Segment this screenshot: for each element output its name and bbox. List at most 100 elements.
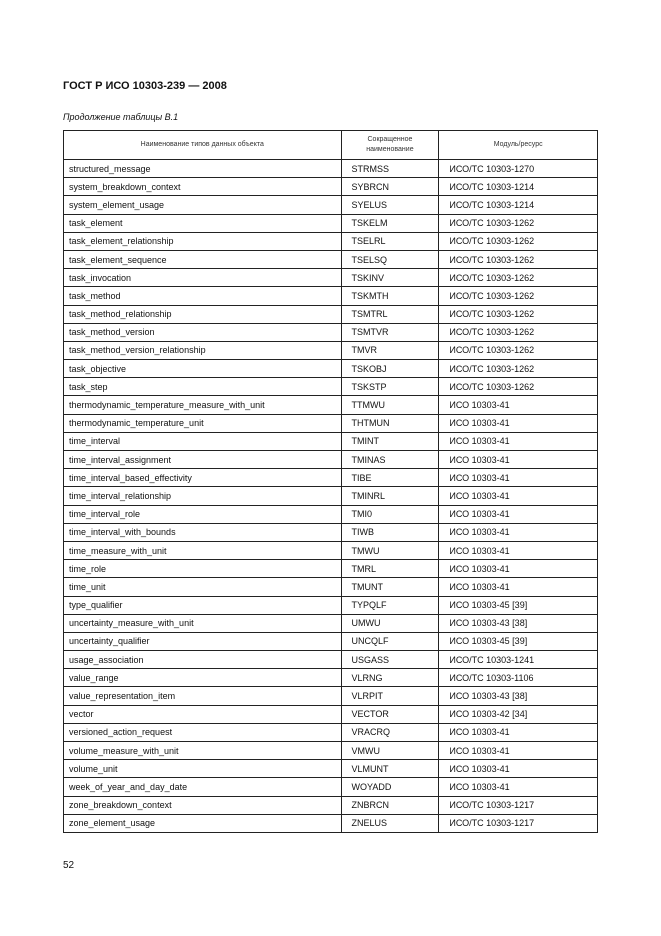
abbreviation-cell: STRMSS — [340, 158, 440, 179]
module-cell: ИСО/ТС 10303-1262 — [438, 340, 598, 361]
module-cell: ИСО/ТС 10303-1262 — [438, 377, 598, 397]
module-cell: ИСО 10303-41 — [438, 759, 598, 779]
abbreviation-cell: TMUNT — [340, 577, 440, 597]
abbreviation-cell: VRACRQ — [340, 722, 440, 743]
entity-name-cell: time_interval_relationship — [63, 486, 342, 506]
abbreviation-cell: WOYADD — [340, 777, 440, 797]
table-row: vector VECTOR ИСО 10303-42 [34] — [63, 704, 598, 724]
column-header-abbrev: Сокращенное наименование — [340, 130, 440, 160]
entity-name-cell: time_interval_with_bounds — [63, 522, 342, 542]
module-cell: ИСО/ТС 10303-1262 — [438, 249, 598, 270]
module-cell: ИСО/ТС 10303-1217 — [438, 813, 598, 833]
entity-name-cell: volume_unit — [63, 759, 342, 779]
entity-name-cell: uncertainty_measure_with_unit — [63, 613, 342, 633]
module-cell: ИСО 10303-41 — [438, 413, 598, 433]
module-cell: ИСО 10303-41 — [438, 431, 598, 452]
table-header-row: Наименование типов данных объекта Сокращ… — [63, 130, 598, 160]
abbreviation-cell: TIWB — [340, 522, 440, 542]
module-cell: ИСО/ТС 10303-1214 — [438, 195, 598, 215]
abbreviation-cell: VMWU — [340, 740, 440, 761]
entity-name-cell: task_method_version_relationship — [63, 340, 342, 361]
module-cell: ИСО 10303-41 — [438, 522, 598, 542]
table-row: type_qualifier TYPQLF ИСО 10303-45 [39] — [63, 595, 598, 615]
entity-name-cell: task_method_version — [63, 322, 342, 342]
entity-name-cell: task_method — [63, 286, 342, 306]
entity-name-cell: time_interval_assignment — [63, 449, 342, 470]
entity-name-cell: thermodynamic_temperature_unit — [63, 413, 342, 433]
table-row: system_breakdown_context SYBRCN ИСО/ТС 103… — [63, 177, 598, 197]
entity-name-cell: week_of_year_and_day_date — [63, 777, 342, 797]
abbreviation-cell: TSELSQ — [340, 249, 440, 270]
table-row: week_of_year_and_day_date WOYADD ИСО 10303… — [63, 777, 598, 797]
abbreviation-cell: TMWU — [340, 540, 440, 561]
table-row: time_interval_assignment TMINAS ИСО 10303-… — [63, 449, 598, 470]
module-cell: ИСО/ТС 10303-1262 — [438, 286, 598, 306]
module-cell: ИСО 10303-41 — [438, 777, 598, 797]
module-cell: ИСО/ТС 10303-1241 — [438, 650, 598, 670]
table-row: zone_element_usage ZNELUS ИСО/ТС 10303-121… — [63, 813, 598, 833]
entity-name-cell: structured_message — [63, 158, 342, 179]
module-cell: ИСО 10303-42 [34] — [438, 704, 598, 724]
abbreviation-cell: USGASS — [340, 650, 440, 670]
page-number: 52 — [63, 860, 75, 871]
entity-name-cell: task_element — [63, 213, 342, 233]
abbreviation-cell: ZNELUS — [340, 813, 440, 833]
module-cell: ИСО 10303-41 — [438, 395, 598, 415]
abbreviation-cell: TSMTRL — [340, 304, 440, 324]
table-row: task_objective TSKOBJ ИСО/ТС 10303-1262 — [63, 359, 598, 379]
module-cell: ИСО 10303-41 — [438, 540, 598, 561]
module-cell: ИСО/ТС 10303-1106 — [438, 668, 598, 688]
abbreviation-cell: TSKINV — [340, 268, 440, 288]
entity-name-cell: time_interval_based_effectivity — [63, 468, 342, 488]
table-row: task_method TSKMTH ИСО/ТС 10303-1262 — [63, 286, 598, 306]
document-title: ГОСТ Р ИСО 10303-239 — 2008 — [63, 80, 227, 92]
entity-name-cell: task_objective — [63, 359, 342, 379]
module-cell: ИСО/ТС 10303-1214 — [438, 177, 598, 197]
module-cell: ИСО 10303-43 [38] — [438, 686, 598, 706]
table-row: value_representation_item VLRPIT ИСО 10303… — [63, 686, 598, 706]
module-cell: ИСО 10303-43 [38] — [438, 613, 598, 633]
entity-name-cell: time_unit — [63, 577, 342, 597]
abbreviation-cell: TMINAS — [340, 449, 440, 470]
table-row: task_method_version_relationship TMVR ИСО/… — [63, 340, 598, 361]
table-row: uncertainty_measure_with_unit UMWU ИСО 103… — [63, 613, 598, 633]
module-cell: ИСО 10303-41 — [438, 722, 598, 743]
entity-name-cell: uncertainty_qualifier — [63, 631, 342, 652]
module-cell: ИСО/ТС 10303-1262 — [438, 213, 598, 233]
entity-name-cell: task_invocation — [63, 268, 342, 288]
entity-name-cell: value_representation_item — [63, 686, 342, 706]
entity-name-cell: system_breakdown_context — [63, 177, 342, 197]
abbreviation-cell: TMINRL — [340, 486, 440, 506]
entity-name-cell: versioned_action_request — [63, 722, 342, 743]
module-cell: ИСО/ТС 10303-1217 — [438, 795, 598, 815]
table-row: time_interval TMINT ИСО 10303-41 — [63, 431, 598, 452]
table-row: task_element_relationship TSELRL ИСО/ТС 10… — [63, 231, 598, 251]
table-row: versioned_action_request VRACRQ ИСО 10303-… — [63, 722, 598, 743]
abbreviation-cell: TSKELM — [340, 213, 440, 233]
table-row: task_method_relationship TSMTRL ИСО/ТС 103… — [63, 304, 598, 324]
abbreviation-cell: TIBE — [340, 468, 440, 488]
abbreviation-cell: TSKOBJ — [340, 359, 440, 379]
module-cell: ИСО/ТС 10303-1270 — [438, 158, 598, 179]
abbreviation-cell: VECTOR — [340, 704, 440, 724]
table-row: time_interval_based_effectivity TIBE ИСО 1… — [63, 468, 598, 488]
abbreviation-cell: TTMWU — [340, 395, 440, 415]
table-row: task_invocation TSKINV ИСО/ТС 10303-1262 — [63, 268, 598, 288]
abbreviation-cell: VLMUNT — [340, 759, 440, 779]
abbreviation-cell: VLRNG — [340, 668, 440, 688]
module-cell: ИСО/ТС 10303-1262 — [438, 268, 598, 288]
entity-name-cell: time_interval — [63, 431, 342, 452]
column-header-module: Модуль/ресурс — [438, 130, 598, 160]
table-row: volume_unit VLMUNT ИСО 10303-41 — [63, 759, 598, 779]
table-row: value_range VLRNG ИСО/ТС 10303-1106 — [63, 668, 598, 688]
abbreviation-cell: TSKMTH — [340, 286, 440, 306]
module-cell: ИСО/ТС 10303-1262 — [438, 322, 598, 342]
table-row: task_step TSKSTP ИСО/ТС 10303-1262 — [63, 377, 598, 397]
module-cell: ИСО 10303-41 — [438, 577, 598, 597]
abbreviation-cell: TMI0 — [340, 504, 440, 524]
entity-name-cell: thermodynamic_temperature_measure_with_u… — [63, 395, 342, 415]
abbreviation-cell: VLRPIT — [340, 686, 440, 706]
table-row: uncertainty_qualifier UNCQLF ИСО 10303-45 … — [63, 631, 598, 652]
column-header-name: Наименование типов данных объекта — [63, 130, 342, 160]
